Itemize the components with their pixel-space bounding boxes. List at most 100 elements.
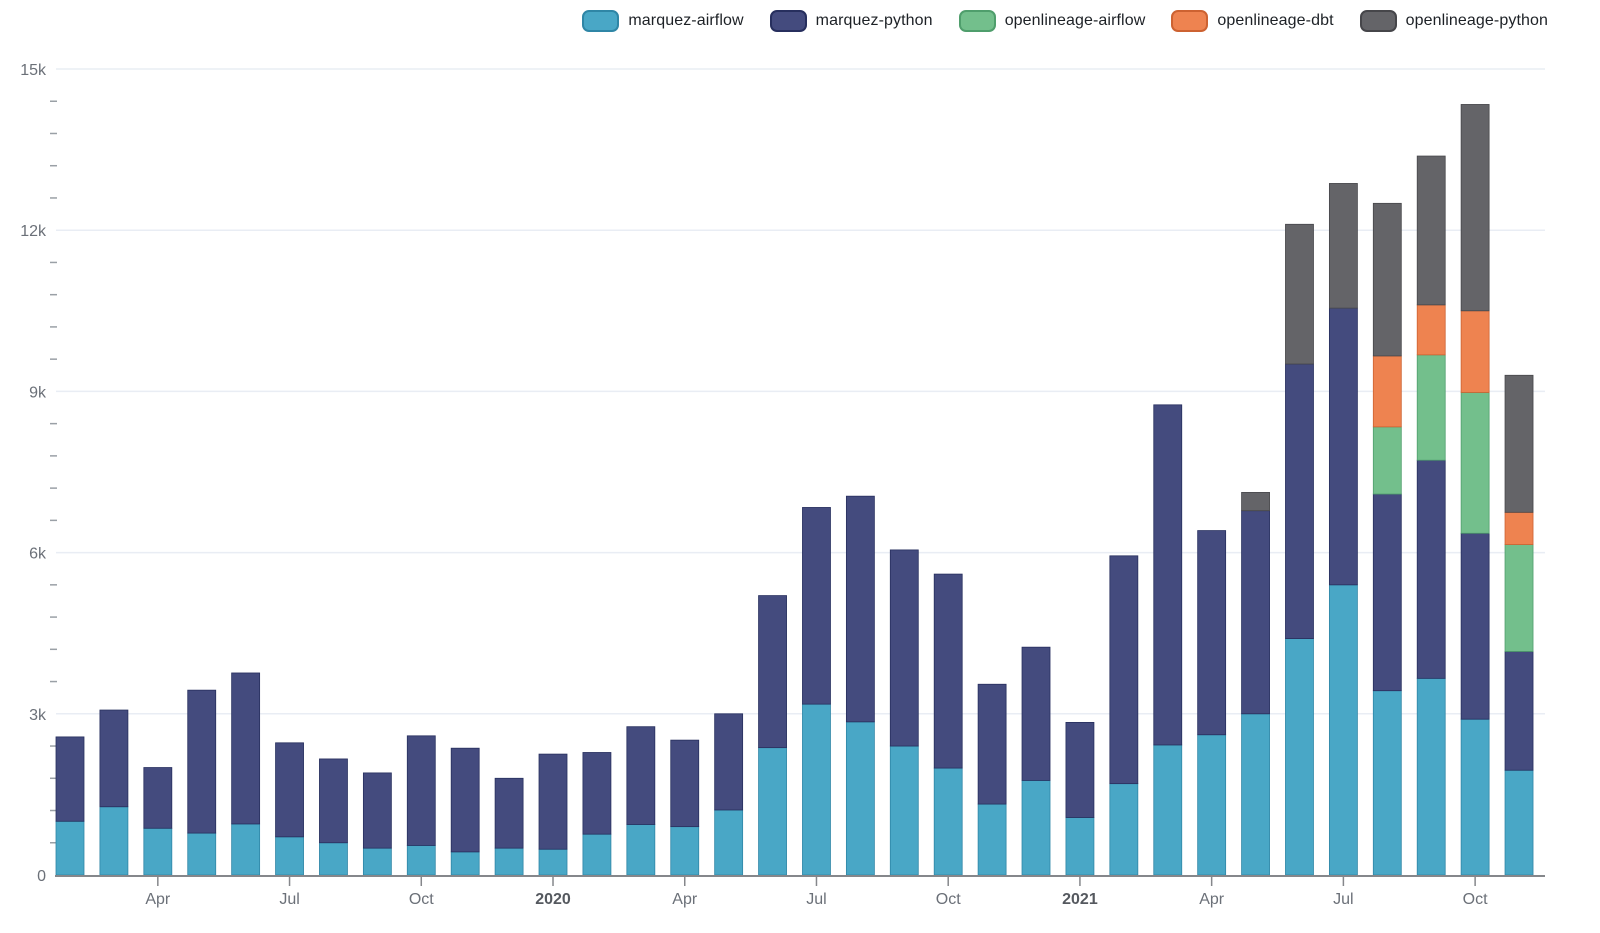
bar-segment-marquez-airflow-sep-2020[interactable] <box>889 745 919 876</box>
bar-segment-marquez-airflow-jun-2021[interactable] <box>1285 638 1314 876</box>
bar-segment-marquez-airflow-nov-2021[interactable] <box>1504 769 1534 876</box>
bar-segment-openlineage-python-may-2021[interactable] <box>1241 492 1270 512</box>
bar-segment-marquez-python-jan-2020[interactable] <box>538 753 568 850</box>
bar-segment-marquez-airflow-may-2019[interactable] <box>187 832 217 876</box>
bar-segment-marquez-python-nov-2020[interactable] <box>977 683 1007 805</box>
x-axis-label: Apr <box>672 891 698 908</box>
bar-segment-marquez-python-sep-2021[interactable] <box>1416 459 1446 679</box>
x-axis-label: Oct <box>409 891 434 908</box>
bar-segment-marquez-python-apr-2019[interactable] <box>143 767 173 829</box>
bar-segment-openlineage-airflow-oct-2021[interactable] <box>1460 392 1490 534</box>
bar-segment-marquez-airflow-jan-2021[interactable] <box>1065 817 1095 876</box>
bar-segment-openlineage-python-jun-2021[interactable] <box>1285 223 1314 365</box>
bar-segment-marquez-python-aug-2021[interactable] <box>1372 493 1402 692</box>
bar-segment-marquez-python-mar-2020[interactable] <box>626 726 656 825</box>
bar-segment-marquez-python-oct-2021[interactable] <box>1460 532 1490 720</box>
y-axis-label: 15k <box>20 62 47 79</box>
y-axis-label: 12k <box>20 223 47 240</box>
bar-segment-marquez-python-apr-2021[interactable] <box>1197 530 1227 736</box>
bar-segment-openlineage-python-oct-2021[interactable] <box>1460 104 1490 312</box>
bar-segment-marquez-airflow-jun-2019[interactable] <box>231 823 261 876</box>
bar-segment-marquez-python-may-2021[interactable] <box>1241 510 1270 715</box>
bar-segment-marquez-python-oct-2019[interactable] <box>406 735 436 846</box>
bar-segment-marquez-airflow-jul-2019[interactable] <box>275 836 304 876</box>
bar-segment-marquez-airflow-jul-2020[interactable] <box>802 703 831 876</box>
bar-segment-marquez-python-may-2019[interactable] <box>187 689 217 834</box>
x-axis-label: 2020 <box>535 891 571 908</box>
legend-item-marquez-airflow[interactable]: marquez-airflow <box>582 10 744 32</box>
legend-label: marquez-python <box>815 12 933 29</box>
bar-segment-marquez-python-aug-2020[interactable] <box>845 495 875 723</box>
bar-segment-marquez-airflow-may-2021[interactable] <box>1241 713 1270 876</box>
y-axis-label: 6k <box>29 546 47 563</box>
bar-segment-marquez-python-jul-2020[interactable] <box>802 507 831 705</box>
bar-segment-marquez-airflow-sep-2019[interactable] <box>362 847 392 876</box>
bar-segment-openlineage-dbt-oct-2021[interactable] <box>1460 310 1490 393</box>
bar-segment-marquez-python-feb-2021[interactable] <box>1109 555 1139 785</box>
bar-segment-marquez-python-jun-2020[interactable] <box>758 595 787 749</box>
x-axis-label: 2021 <box>1062 891 1098 908</box>
x-axis-label: Jul <box>1333 891 1353 908</box>
bar-segment-marquez-airflow-mar-2021[interactable] <box>1153 744 1183 876</box>
bar-segment-openlineage-dbt-nov-2021[interactable] <box>1504 511 1534 545</box>
bar-segment-marquez-airflow-aug-2019[interactable] <box>319 842 348 876</box>
bar-segment-marquez-airflow-jan-2020[interactable] <box>538 848 568 876</box>
bar-segment-openlineage-airflow-nov-2021[interactable] <box>1504 544 1534 652</box>
bar-segment-marquez-airflow-oct-2021[interactable] <box>1460 718 1490 876</box>
bar-segment-marquez-airflow-feb-2020[interactable] <box>582 833 612 876</box>
bar-segment-marquez-airflow-dec-2019[interactable] <box>494 847 524 876</box>
bar-segment-marquez-airflow-nov-2020[interactable] <box>977 803 1007 876</box>
bar-segment-marquez-python-nov-2019[interactable] <box>450 747 480 853</box>
bar-segment-marquez-python-may-2020[interactable] <box>714 713 744 811</box>
bar-segment-openlineage-python-sep-2021[interactable] <box>1416 155 1446 306</box>
legend-item-marquez-python[interactable]: marquez-python <box>769 10 933 32</box>
bar-segment-marquez-python-aug-2019[interactable] <box>319 758 348 844</box>
bar-segment-marquez-airflow-aug-2021[interactable] <box>1372 690 1402 876</box>
bar-segment-marquez-python-jun-2019[interactable] <box>231 672 261 825</box>
bar-segment-marquez-airflow-aug-2020[interactable] <box>845 721 875 876</box>
x-axis-label: Apr <box>1199 891 1225 908</box>
bar-segment-marquez-python-nov-2021[interactable] <box>1504 651 1534 771</box>
bar-segment-marquez-python-jul-2021[interactable] <box>1328 307 1358 586</box>
bar-segment-marquez-python-apr-2020[interactable] <box>670 739 700 828</box>
bar-segment-openlineage-python-aug-2021[interactable] <box>1372 202 1402 357</box>
bar-segment-marquez-airflow-may-2020[interactable] <box>714 809 744 876</box>
bar-segment-marquez-python-dec-2020[interactable] <box>1021 646 1051 781</box>
bar-segment-marquez-python-dec-2019[interactable] <box>494 777 524 849</box>
bar-segment-openlineage-airflow-sep-2021[interactable] <box>1416 354 1446 461</box>
legend-item-openlineage-dbt[interactable]: openlineage-dbt <box>1171 10 1334 32</box>
bar-segment-marquez-python-feb-2020[interactable] <box>582 752 612 835</box>
bar-segment-marquez-airflow-apr-2019[interactable] <box>143 827 173 876</box>
bar-segment-marquez-python-jun-2021[interactable] <box>1285 363 1314 639</box>
bar-segment-marquez-python-jan-2021[interactable] <box>1065 721 1095 818</box>
bar-segment-marquez-airflow-mar-2019[interactable] <box>99 806 129 876</box>
bar-segment-openlineage-dbt-sep-2021[interactable] <box>1416 304 1446 356</box>
legend-item-openlineage-airflow[interactable]: openlineage-airflow <box>958 10 1146 32</box>
bar-segment-marquez-python-sep-2020[interactable] <box>889 549 919 747</box>
bar-segment-marquez-airflow-sep-2021[interactable] <box>1416 677 1446 876</box>
bar-segment-marquez-airflow-nov-2019[interactable] <box>450 851 480 876</box>
legend-label: openlineage-airflow <box>1004 12 1146 29</box>
bar-segment-marquez-airflow-apr-2020[interactable] <box>670 826 700 876</box>
bar-segment-marquez-airflow-feb-2021[interactable] <box>1109 783 1139 876</box>
bar-segment-marquez-python-sep-2019[interactable] <box>362 772 392 849</box>
bar-segment-marquez-airflow-feb-2019[interactable] <box>55 820 85 876</box>
bar-segment-marquez-airflow-jul-2021[interactable] <box>1328 584 1358 876</box>
bar-segment-openlineage-dbt-aug-2021[interactable] <box>1372 355 1402 428</box>
bar-segment-openlineage-airflow-aug-2021[interactable] <box>1372 426 1402 495</box>
bar-segment-marquez-python-oct-2020[interactable] <box>933 573 963 769</box>
x-axis-label: Apr <box>145 891 171 908</box>
bar-segment-marquez-python-feb-2019[interactable] <box>55 736 85 822</box>
bar-segment-openlineage-python-jul-2021[interactable] <box>1328 183 1358 309</box>
bar-segment-marquez-python-mar-2019[interactable] <box>99 709 129 808</box>
bar-segment-marquez-airflow-oct-2020[interactable] <box>933 767 963 876</box>
bar-segment-marquez-python-jul-2019[interactable] <box>275 742 304 838</box>
bar-segment-marquez-airflow-dec-2020[interactable] <box>1021 780 1051 876</box>
bar-segment-marquez-airflow-mar-2020[interactable] <box>626 824 656 876</box>
bar-segment-marquez-airflow-jun-2020[interactable] <box>758 747 787 876</box>
bar-segment-marquez-airflow-oct-2019[interactable] <box>406 845 436 876</box>
bar-segment-openlineage-python-nov-2021[interactable] <box>1504 374 1534 513</box>
bar-segment-marquez-python-mar-2021[interactable] <box>1153 404 1183 746</box>
bar-segment-marquez-airflow-apr-2021[interactable] <box>1197 734 1227 876</box>
legend-item-openlineage-python[interactable]: openlineage-python <box>1359 10 1548 32</box>
